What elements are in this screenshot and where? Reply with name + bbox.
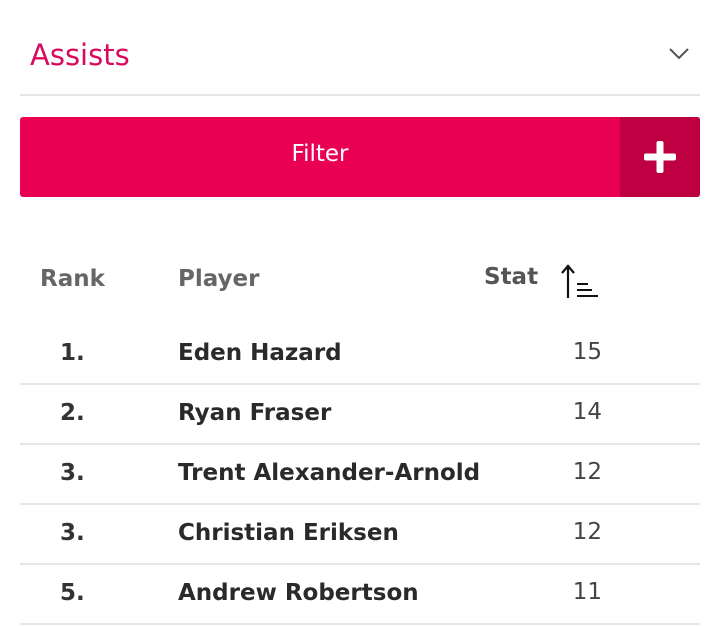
table-row[interactable]: 5. Andrew Robertson 11 — [20, 565, 700, 625]
player-cell[interactable]: Ryan Fraser — [178, 400, 332, 426]
sort-ascending-icon[interactable] — [560, 262, 600, 302]
player-cell[interactable]: Andrew Robertson — [178, 580, 419, 606]
filter-button[interactable]: Filter — [20, 117, 700, 197]
rank-cell: 1. — [60, 340, 85, 366]
table-row[interactable]: 1. Eden Hazard 15 — [20, 325, 700, 385]
rank-cell: 5. — [60, 580, 85, 606]
filter-label: Filter — [291, 141, 349, 167]
rank-cell: 3. — [60, 520, 85, 546]
stat-cell: 12 — [572, 459, 602, 485]
stat-type-dropdown[interactable]: Assists — [20, 18, 700, 96]
plus-icon — [644, 141, 676, 173]
stat-type-label: Assists — [30, 38, 130, 72]
table-row[interactable]: 3. Christian Eriksen 12 — [20, 505, 700, 565]
stat-cell: 15 — [572, 339, 602, 365]
player-header: Player — [178, 266, 260, 292]
player-cell[interactable]: Trent Alexander-Arnold — [178, 460, 481, 486]
add-filter-button[interactable] — [620, 117, 700, 197]
table-row[interactable]: 2. Ryan Fraser 14 — [20, 385, 700, 445]
stat-header[interactable]: Stat — [484, 264, 539, 290]
stat-cell: 14 — [572, 399, 602, 425]
chevron-down-icon — [668, 42, 690, 64]
player-cell[interactable]: Eden Hazard — [178, 340, 342, 366]
player-cell[interactable]: Christian Eriksen — [178, 520, 399, 546]
rank-cell: 2. — [60, 400, 85, 426]
stat-cell: 12 — [572, 519, 602, 545]
rank-header: Rank — [40, 266, 105, 292]
rank-cell: 3. — [60, 460, 85, 486]
table-header: Rank Player Stat — [20, 250, 700, 310]
table-row[interactable]: 3. Trent Alexander-Arnold 12 — [20, 445, 700, 505]
stat-cell: 11 — [572, 579, 602, 605]
